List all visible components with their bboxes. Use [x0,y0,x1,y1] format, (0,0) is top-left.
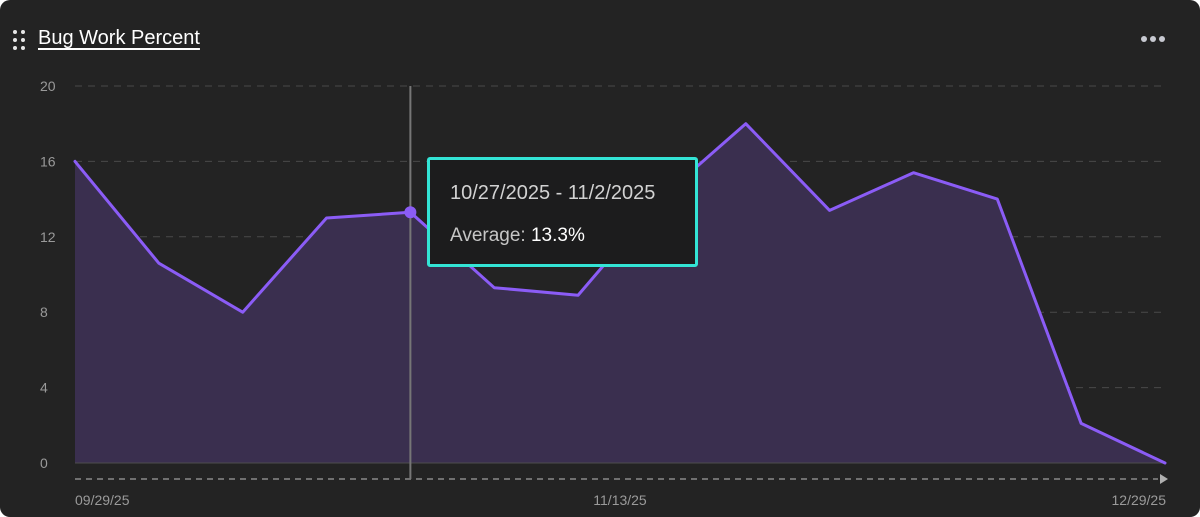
x-tick-label: 12/29/25 [1112,492,1167,508]
y-tick-label: 4 [40,380,48,396]
tooltip-average-label: Average: [450,225,526,246]
x-tick-label: 09/29/25 [75,492,130,508]
data-point[interactable] [825,205,835,215]
series-area [75,123,1165,463]
data-point[interactable] [992,194,1002,204]
data-point[interactable] [70,156,80,166]
data-point[interactable] [489,283,499,293]
data-point[interactable] [1076,418,1086,428]
data-point[interactable] [908,168,918,178]
y-tick-label: 12 [40,229,56,245]
x-axis-arrow-icon [1160,474,1168,484]
y-tick-label: 16 [40,153,56,169]
tooltip-average: Average: 13.3% [450,225,585,247]
card-header: Bug Work Percent [0,0,1200,80]
chart-title[interactable]: Bug Work Percent [38,27,200,49]
tooltip-average-value: 13.3% [530,225,585,246]
x-tick-label: 11/13/25 [593,492,647,508]
data-point[interactable] [322,213,332,223]
more-options-icon[interactable] [1134,26,1174,52]
data-point[interactable] [741,119,751,129]
data-point[interactable] [573,290,583,300]
data-point[interactable] [1160,458,1170,468]
data-point[interactable] [154,258,164,268]
chart-tooltip: 10/27/2025 - 11/2/2025 Average: 13.3% [427,157,698,267]
drag-handle-icon[interactable] [12,29,26,51]
highlighted-data-point[interactable] [404,206,417,219]
tooltip-date-range: 10/27/2025 - 11/2/2025 [450,182,656,204]
y-tick-label: 0 [40,455,48,471]
data-point[interactable] [238,307,248,317]
y-tick-label: 8 [40,304,48,320]
y-tick-label: 20 [40,78,56,94]
